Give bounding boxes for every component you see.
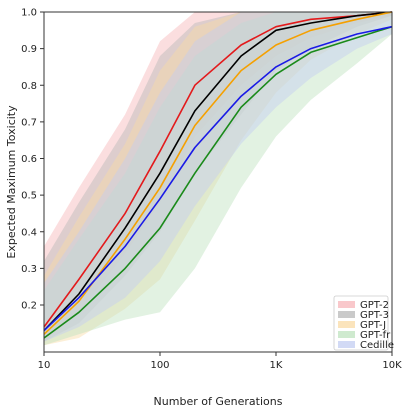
- y-tick-label: 0.7: [21, 117, 37, 128]
- x-axis-label: Number of Generations: [154, 395, 283, 408]
- y-tick-label: 0.9: [21, 44, 37, 55]
- legend-label-cedille: Cedille: [360, 340, 394, 351]
- y-tick-label: 0.8: [21, 81, 37, 92]
- legend-swatch-gpt-3: [338, 311, 355, 318]
- y-tick-label: 1.0: [21, 8, 37, 19]
- x-tick-label: 10K: [382, 360, 402, 371]
- x-tick-label: 100: [150, 360, 169, 371]
- legend-label-gpt-2: GPT-2: [360, 300, 389, 311]
- legend-label-gpt-fr: GPT-fr: [360, 330, 391, 341]
- legend-swatch-gpt-fr: [338, 331, 355, 338]
- line-gpt-3: [43, 11, 393, 332]
- x-tick-label: 10: [38, 360, 51, 371]
- y-axis-label: Expected Maximum Toxicity: [5, 105, 18, 259]
- y-axis-ticks: 0.2 0.3 0.4 0.5 0.6 0.7 0.8 0.9 1.0: [21, 8, 44, 312]
- y-tick-label: 0.5: [21, 191, 37, 202]
- band-cedille: [44, 12, 392, 342]
- x-tick-label: 1K: [270, 360, 283, 371]
- y-tick-label: 0.6: [21, 154, 37, 165]
- plot-frame: [43, 11, 393, 353]
- line-gpt-j: [43, 11, 393, 335]
- line-gpt-fr: [43, 25, 393, 339]
- legend-swatch-cedille: [338, 341, 355, 348]
- band-gpt-2: [44, 12, 392, 342]
- legend-label-gpt-j: GPT-J: [360, 320, 386, 331]
- legend-label-gpt-3: GPT-3: [360, 310, 389, 321]
- band-gpt-3: [44, 12, 392, 342]
- legend-swatch-gpt-j: [338, 321, 355, 328]
- y-tick-label: 0.3: [21, 264, 37, 275]
- x-axis-ticks: 10 100 1K 10K: [38, 352, 402, 371]
- y-tick-label: 0.2: [21, 301, 37, 312]
- y-tick-label: 0.4: [21, 227, 37, 238]
- line-cedille: [43, 25, 393, 332]
- series-lines: [43, 11, 393, 339]
- line-gpt-2: [43, 11, 393, 328]
- legend-swatch-gpt-2: [338, 301, 355, 308]
